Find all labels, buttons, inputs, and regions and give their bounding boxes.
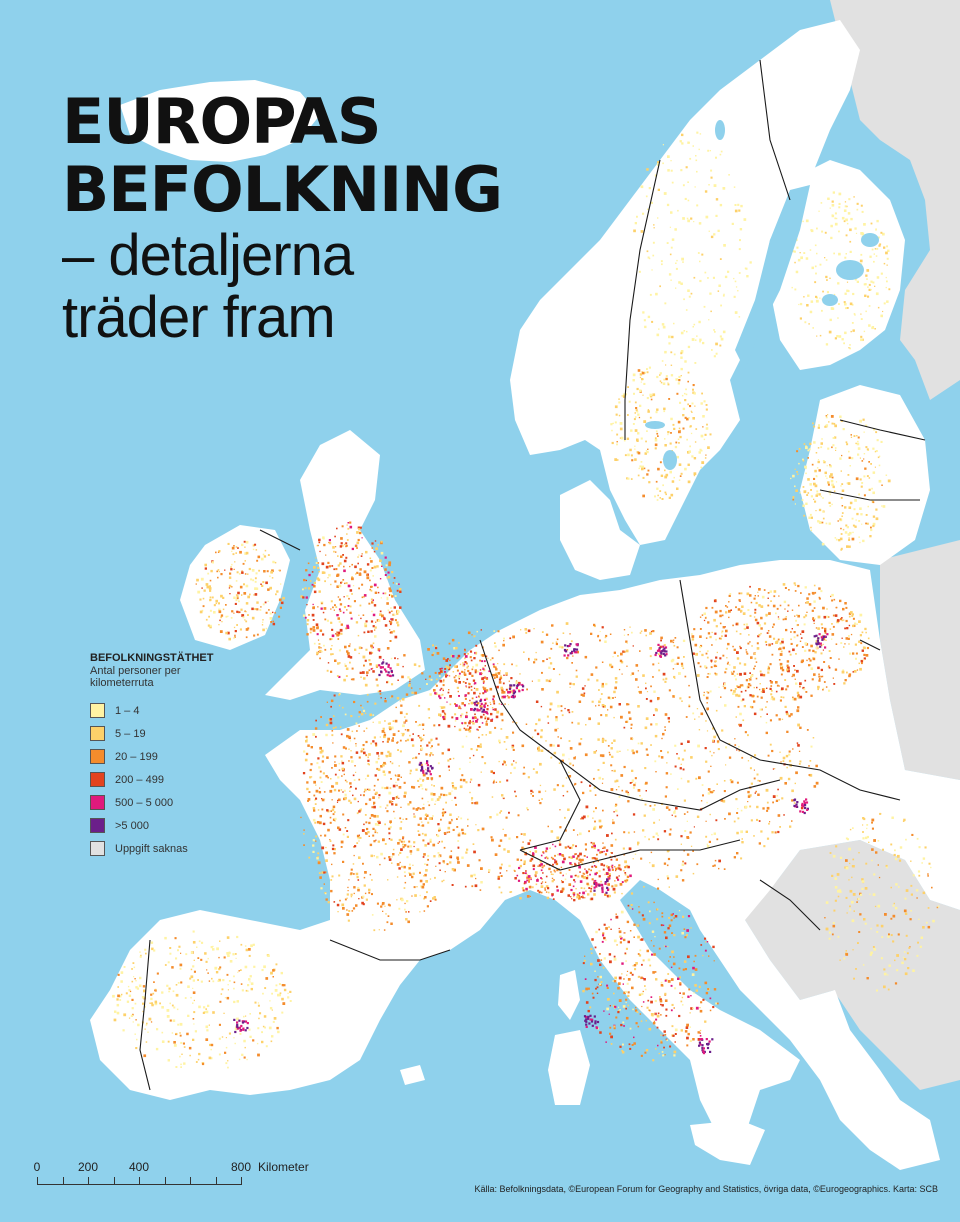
legend-swatch [90, 703, 105, 718]
scale-unit: Kilometer [258, 1160, 309, 1174]
scale-tick [164, 1177, 166, 1185]
continent [90, 560, 960, 1170]
iceland [120, 80, 320, 162]
legend-row: 5 – 19 [90, 722, 280, 745]
legend-row: 500 – 5 000 [90, 791, 280, 814]
legend-swatch [90, 818, 105, 833]
scale-tick [190, 1177, 191, 1185]
title-line-1: EUROPAS [62, 85, 382, 158]
legend-subtitle: Antal personer per kilometerruta [90, 665, 181, 689]
scale-tick [215, 1177, 217, 1185]
density-layer [112, 131, 940, 1069]
legend-swatch [90, 795, 105, 810]
legend-label: >5 000 [115, 819, 149, 832]
legend-label: 5 – 19 [115, 727, 146, 740]
scale-tick [113, 1177, 115, 1185]
scale-tick [88, 1177, 89, 1185]
legend-row: 20 – 199 [90, 745, 280, 768]
baltics [800, 385, 930, 565]
scale-bar: 0 200 400 800 Kilometer [30, 1160, 350, 1190]
scale-tick-label: 400 [128, 1160, 150, 1174]
scale-tick [62, 1177, 64, 1185]
sicily [690, 1120, 765, 1165]
country-borders [139, 59, 926, 1091]
legend-swatch [90, 841, 105, 856]
legend-swatch [90, 772, 105, 787]
no-data-land [740, 0, 960, 1090]
corsica [558, 970, 580, 1020]
legend-label: 500 – 5 000 [115, 796, 174, 809]
great-britain [265, 430, 425, 700]
scale-tick-label: 0 [33, 1160, 41, 1174]
title-line-2: BEFOLKNING [62, 153, 503, 226]
legend-row: >5 000 [90, 814, 280, 837]
scale-tick [139, 1177, 140, 1185]
denmark [560, 480, 640, 580]
legend-label: 200 – 499 [115, 773, 164, 786]
scale-tick-label: 800 [230, 1160, 252, 1174]
lakes [645, 120, 879, 470]
legend-row: 200 – 499 [90, 768, 280, 791]
title-line-3: – detaljerna [62, 223, 354, 288]
legend-label: 20 – 199 [115, 750, 158, 763]
legend-label: Uppgift saknas [115, 842, 188, 855]
legend-title: BEFOLKNINGSTÄTHET [90, 652, 214, 664]
legend-row: 1 – 4 [90, 699, 280, 722]
title-line-4: träder fram [62, 285, 336, 350]
legend-row: Uppgift saknas [90, 837, 280, 860]
legend-swatch [90, 749, 105, 764]
baltic-sea [735, 185, 810, 370]
scale-tick [37, 1177, 38, 1185]
scandinavia [510, 20, 860, 545]
legend-swatch [90, 726, 105, 741]
sardinia [548, 1030, 590, 1105]
balearic-islands [400, 1065, 425, 1085]
legend-items: 1 – 4 5 – 19 20 – 199 200 – 499 500 – 5 000 >… [90, 699, 280, 860]
scale-tick [241, 1177, 242, 1185]
scale-tick-label: 200 [77, 1160, 99, 1174]
title-block: EUROPAS BEFOLKNING – detaljerna träder f… [62, 85, 503, 350]
ireland [180, 525, 290, 650]
source-credit: Källa: Befolkningsdata, ©European Forum … [474, 1184, 938, 1194]
legend: BEFOLKNINGSTÄTHET Antal personer per kil… [90, 652, 280, 860]
legend-label: 1 – 4 [115, 704, 140, 717]
